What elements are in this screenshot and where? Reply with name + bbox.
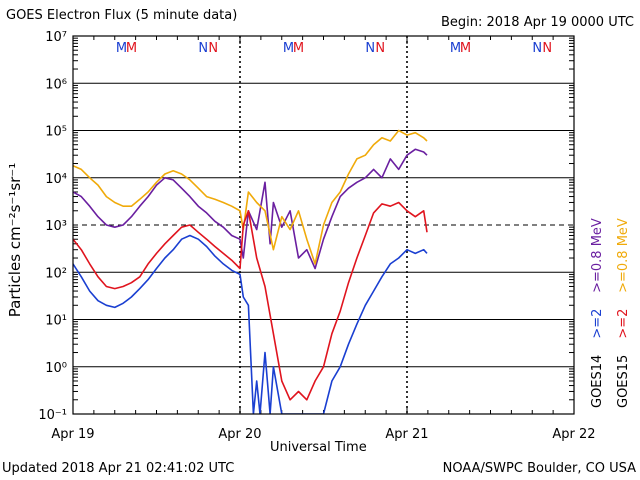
legend-entry: GOES15 [616,355,631,408]
day-marker: M [283,41,294,56]
day-marker: M [116,41,127,56]
y-tick-label: 10⁵ [45,125,67,140]
day-marker: N [198,41,208,56]
x-tick-label: Apr 22 [552,427,595,442]
day-marker: M [126,41,137,56]
y-axis-label: Particles cm⁻²s⁻¹sr⁻¹ [6,163,24,317]
series-line-g15_2 [73,201,428,401]
day-markers: MM N N MM N N MM N N [116,41,552,56]
y-tick-label: 10¹ [45,314,67,329]
credit-label: NOAA/SWPC Boulder, CO USA [442,461,636,476]
legend-entry: >=2 [616,309,631,339]
day-marker: N [208,41,218,56]
x-axis-label: Universal Time [270,440,367,455]
plot-frame [72,35,575,415]
legend-entry: >=0.8 MeV [616,218,631,293]
legend-entry: GOES14 [590,355,605,408]
begin-label: Begin: 2018 Apr 19 0000 UTC [440,15,634,30]
y-tick-label: 10⁻¹ [38,408,67,423]
x-tick-label: Apr 19 [51,427,94,442]
day-marker: N [375,41,385,56]
series-line-g14_2 [73,234,428,414]
y-tick-label: 10⁴ [45,172,67,187]
day-marker: N [542,41,552,56]
legend-entry: >=2 [590,309,605,339]
x-tick-label: Apr 21 [385,427,428,442]
updated-timestamp: Updated 2018 Apr 21 02:41:02 UTC [2,461,235,476]
y-tick-labels: 10⁻¹ 10⁰ 10¹ 10² 10³ 10⁴ 10⁵ 10⁶ 10⁷ [38,30,67,423]
y-tick-label: 10⁰ [45,361,67,376]
day-marker: N [532,41,542,56]
day-marker: N [365,41,375,56]
y-tick-label: 10⁷ [45,30,67,45]
y-tick-label: 10³ [45,219,67,234]
x-tick-label: Apr 20 [218,427,261,442]
legend-entry: >=0.8 MeV [590,218,605,293]
chart-title: GOES Electron Flux (5 minute data) [6,8,238,23]
chart-grid [72,36,575,414]
x-tick-labels: Apr 19 Apr 20 Apr 21 Apr 22 [51,427,595,442]
day-marker: M [293,41,304,56]
series-line-g15_08 [73,129,428,265]
y-tick-label: 10⁶ [45,77,67,92]
series-line-g14_08 [73,148,428,270]
legend: GOES14 >=2 >=0.8 MeV GOES15 >=2 >=0.8 MeV [590,218,631,408]
day-marker: M [460,41,471,56]
y-tick-label: 10² [45,266,67,281]
day-marker: M [450,41,461,56]
chart-series [73,129,428,414]
